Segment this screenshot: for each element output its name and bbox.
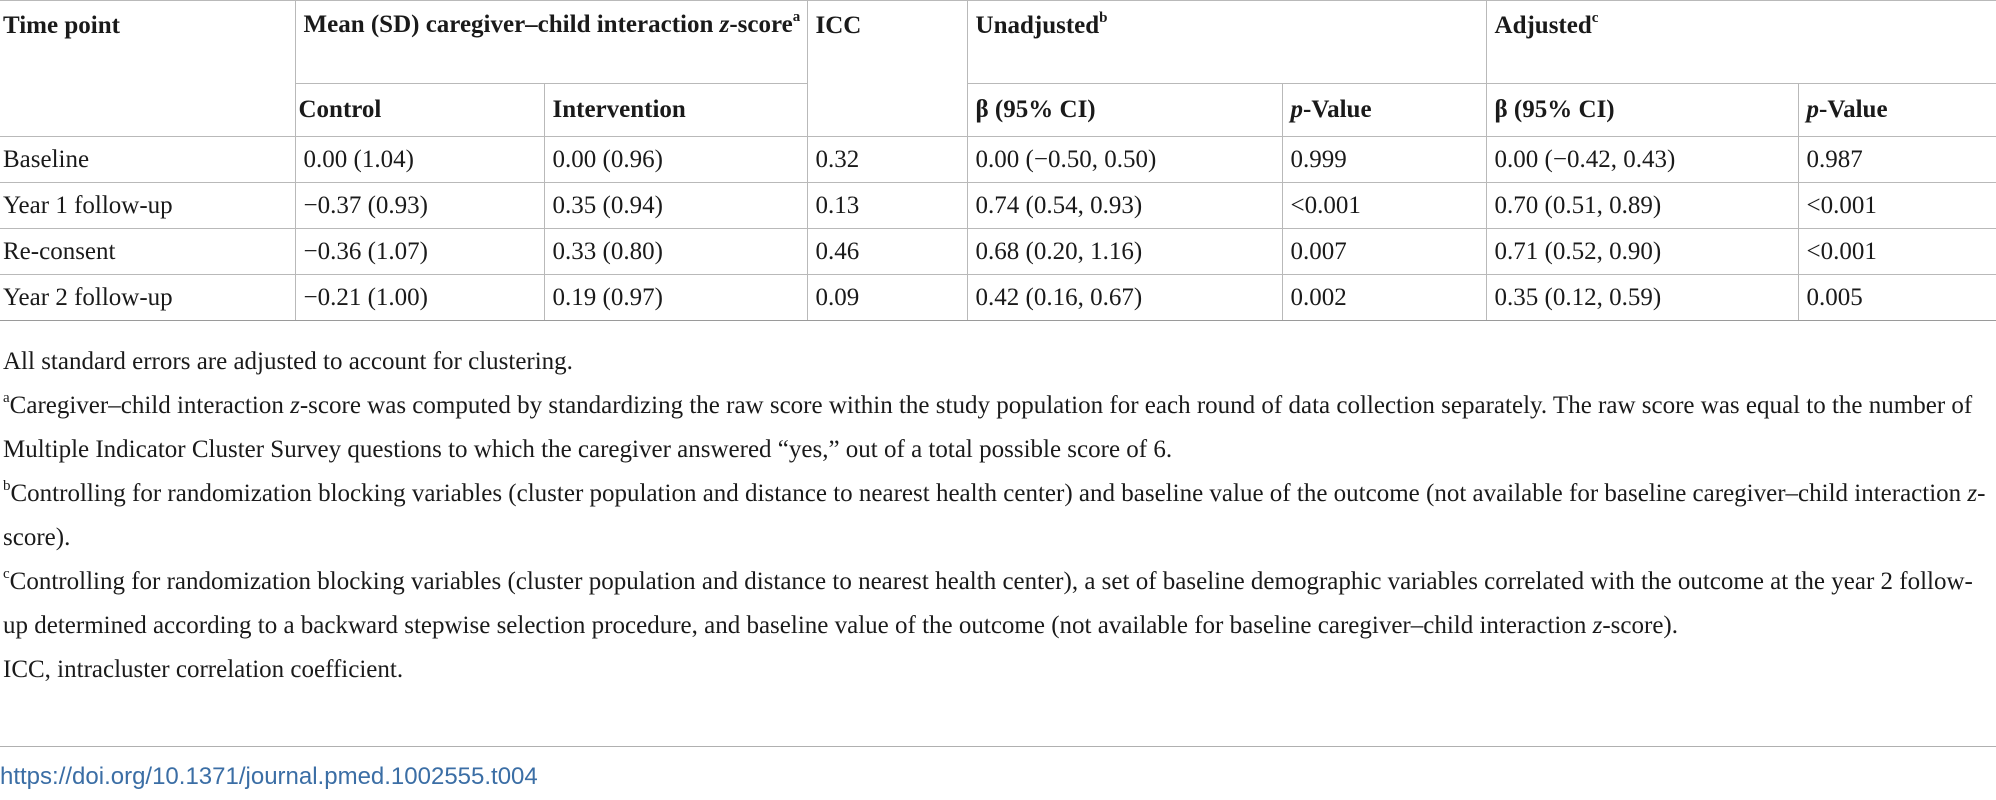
- doi-link[interactable]: https://doi.org/10.1371/journal.pmed.100…: [0, 763, 538, 790]
- cell-icc: 0.46: [806, 228, 968, 275]
- cell-adj-p: 0.005: [1797, 274, 1996, 321]
- cell-unadj-p: 0.007: [1281, 228, 1487, 275]
- cell-intervention: 0.00 (0.96): [543, 136, 808, 183]
- cell-adj-beta: 0.71 (0.52, 0.90): [1485, 228, 1799, 275]
- cell-adj-beta: 0.70 (0.51, 0.89): [1485, 182, 1799, 229]
- cell-unadj-p: <0.001: [1281, 182, 1487, 229]
- cell-unadj-p: 0.002: [1281, 274, 1487, 321]
- cell-unadj-beta: 0.00 (−0.50, 0.50): [966, 136, 1283, 183]
- header-row-1: Time point Mean (SD) caregiver–child int…: [0, 0, 1996, 137]
- results-table-container: Time point Mean (SD) caregiver–child int…: [0, 0, 1996, 321]
- header-control: Control: [295, 83, 545, 137]
- cell-unadj-beta: 0.68 (0.20, 1.16): [966, 228, 1283, 275]
- cell-control: −0.37 (0.93): [294, 182, 545, 229]
- divider: [0, 746, 1996, 747]
- header-intervention: Intervention: [543, 83, 808, 137]
- cell-icc: 0.13: [806, 182, 968, 229]
- table-row: Baseline 0.00 (1.04) 0.00 (0.96) 0.32 0.…: [0, 136, 1996, 183]
- table-row: Re-consent −0.36 (1.07) 0.33 (0.80) 0.46…: [0, 228, 1996, 275]
- header-unadj-beta: β (95% CI): [966, 83, 1283, 137]
- header-row-2: Control Intervention β (95% CI) p-Value …: [0, 83, 1996, 137]
- footnote-abbreviations: ICC, intracluster correlation coefficien…: [3, 656, 404, 683]
- footnote-c: cControlling for randomization blocking …: [3, 565, 1973, 639]
- table-row: Year 2 follow-up −0.21 (1.00) 0.19 (0.97…: [0, 274, 1996, 321]
- cell-unadj-beta: 0.42 (0.16, 0.67): [966, 274, 1283, 321]
- cell-intervention: 0.35 (0.94): [543, 182, 808, 229]
- cell-adj-beta: 0.00 (−0.42, 0.43): [1485, 136, 1799, 183]
- cell-adj-p: <0.001: [1797, 228, 1996, 275]
- cell-icc: 0.32: [806, 136, 968, 183]
- cell-icc: 0.09: [806, 274, 968, 321]
- cell-time-point: Baseline: [0, 136, 296, 183]
- cell-time-point: Year 2 follow-up: [0, 274, 296, 321]
- cell-unadj-beta: 0.74 (0.54, 0.93): [966, 182, 1283, 229]
- header-mean-group: Mean (SD) caregiver–child interaction z-…: [294, 0, 808, 84]
- table-row: Year 1 follow-up −0.37 (0.93) 0.35 (0.94…: [0, 182, 1996, 229]
- cell-unadj-p: 0.999: [1281, 136, 1487, 183]
- cell-adj-p: <0.001: [1797, 182, 1996, 229]
- cell-intervention: 0.33 (0.80): [543, 228, 808, 275]
- header-adj-beta: β (95% CI): [1485, 83, 1799, 137]
- cell-control: −0.21 (1.00): [294, 274, 545, 321]
- cell-time-point: Year 1 follow-up: [0, 182, 296, 229]
- cell-control: −0.36 (1.07): [294, 228, 545, 275]
- table-footnotes: All standard errors are adjusted to acco…: [3, 340, 1993, 692]
- header-icc: ICC: [806, 0, 968, 137]
- results-table: Time point Mean (SD) caregiver–child int…: [0, 0, 1996, 321]
- header-adj-p: p-Value: [1797, 83, 1996, 137]
- header-adjusted: Adjustedc: [1485, 0, 1996, 84]
- footnote-a: aCaregiver–child interaction z-score was…: [3, 389, 1973, 463]
- header-time-point: Time point: [0, 0, 296, 137]
- header-unadj-p: p-Value: [1281, 83, 1487, 137]
- cell-control: 0.00 (1.04): [294, 136, 545, 183]
- footnote-general: All standard errors are adjusted to acco…: [3, 348, 573, 375]
- header-unadjusted: Unadjustedb: [966, 0, 1487, 84]
- cell-adj-beta: 0.35 (0.12, 0.59): [1485, 274, 1799, 321]
- footnote-b: bControlling for randomization blocking …: [3, 477, 1986, 551]
- cell-adj-p: 0.987: [1797, 136, 1996, 183]
- cell-intervention: 0.19 (0.97): [543, 274, 808, 321]
- cell-time-point: Re-consent: [0, 228, 296, 275]
